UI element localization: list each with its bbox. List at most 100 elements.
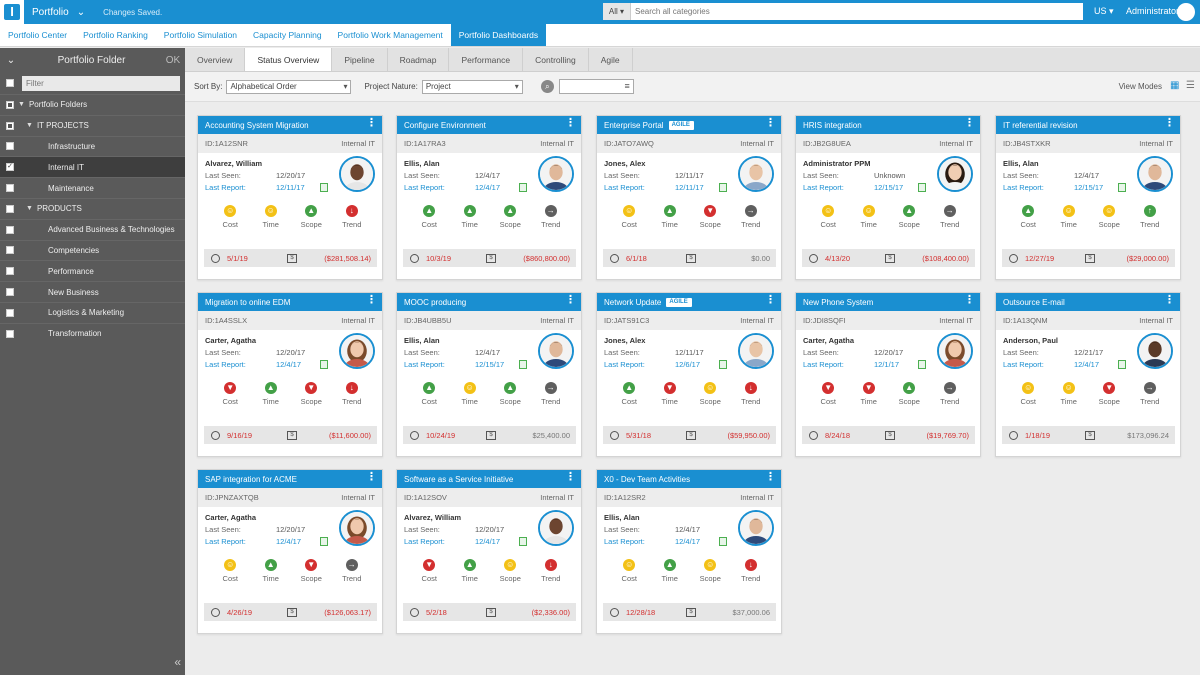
last-report-value[interactable]: 12/4/17 — [475, 183, 501, 192]
grid-view-icon[interactable]: ▦ — [1170, 80, 1180, 91]
report-doc-icon[interactable] — [918, 183, 926, 192]
app-logo[interactable]: I — [0, 0, 24, 24]
smile-icon[interactable]: ☺ — [704, 559, 717, 571]
select-all-checkbox[interactable] — [6, 79, 14, 87]
smile-icon[interactable]: ☺ — [1103, 205, 1116, 217]
card-title[interactable]: Configure Environment — [404, 120, 486, 130]
project-card[interactable]: IT referential revision ⋮ ID:JB4STXKR Inter… — [995, 115, 1181, 280]
view-tab[interactable]: Agile — [589, 48, 633, 71]
last-report-label[interactable]: Last Report: — [205, 360, 246, 369]
card-title[interactable]: X0 - Dev Team Activities — [604, 474, 691, 484]
report-doc-icon[interactable] — [320, 360, 328, 369]
thumb-up-icon[interactable]: ▲ — [463, 559, 476, 571]
project-card[interactable]: Migration to online EDM ⋮ ID:1A4SSLX Intern… — [197, 292, 383, 457]
smile-icon[interactable]: ☺ — [862, 205, 875, 217]
more-options-icon[interactable]: ⋮ — [565, 294, 576, 306]
thumb-up-icon[interactable]: ▲ — [504, 205, 517, 217]
search-scope-select[interactable]: All ▾ — [603, 3, 631, 20]
thumb-up-icon[interactable]: ▲ — [305, 205, 318, 217]
right-icon[interactable]: → — [943, 382, 956, 394]
chevron-down-icon[interactable]: ⌄ — [6, 54, 16, 66]
card-title[interactable]: IT referential revision — [1003, 120, 1078, 130]
right-icon[interactable]: → — [744, 205, 757, 217]
smile-icon[interactable]: ☺ — [264, 205, 277, 217]
thumb-down-icon[interactable]: ▼ — [305, 382, 318, 394]
thumb-down-icon[interactable]: ▼ — [224, 382, 237, 394]
thumb-up-icon[interactable]: ▲ — [1022, 205, 1035, 217]
more-options-icon[interactable]: ⋮ — [964, 117, 975, 129]
last-report-label[interactable]: Last Report: — [404, 183, 445, 192]
more-options-icon[interactable]: ⋮ — [366, 294, 377, 306]
thumb-down-icon[interactable]: ▼ — [305, 559, 318, 571]
tree-checkbox[interactable] — [6, 184, 14, 193]
more-options-icon[interactable]: ⋮ — [765, 471, 776, 483]
smile-icon[interactable]: ☺ — [224, 205, 237, 217]
tree-item[interactable]: ▼ Portfolio Folders — [0, 94, 185, 115]
view-tab[interactable]: Roadmap — [388, 48, 450, 71]
thumb-down-icon[interactable]: ▼ — [862, 382, 875, 394]
view-tab[interactable]: Performance — [449, 48, 524, 71]
project-card[interactable]: Outsource E-mail ⋮ ID:1A13QNM Internal IT An… — [995, 292, 1181, 457]
up-icon[interactable]: ↑ — [1143, 205, 1156, 217]
project-card[interactable]: MOOC producing ⋮ ID:JB4UBB5U Internal IT Ell… — [396, 292, 582, 457]
filter-input[interactable] — [22, 75, 180, 91]
last-report-label[interactable]: Last Report: — [803, 360, 844, 369]
tree-checkbox[interactable] — [6, 288, 14, 297]
tree-checkbox[interactable] — [6, 100, 14, 109]
more-options-icon[interactable]: ⋮ — [1164, 294, 1175, 306]
last-report-label[interactable]: Last Report: — [404, 360, 445, 369]
report-doc-icon[interactable] — [1118, 183, 1126, 192]
right-icon[interactable]: → — [544, 382, 557, 394]
project-card[interactable]: SAP integration for ACME ⋮ ID:JPNZAXTQB Int… — [197, 469, 383, 634]
thumb-up-icon[interactable]: ▲ — [264, 559, 277, 571]
thumb-up-icon[interactable]: ▲ — [663, 559, 676, 571]
last-report-label[interactable]: Last Report: — [404, 537, 445, 546]
right-icon[interactable]: → — [943, 205, 956, 217]
report-doc-icon[interactable] — [719, 537, 727, 546]
caret-down-icon[interactable]: ▼ — [18, 101, 25, 109]
report-doc-icon[interactable] — [719, 360, 727, 369]
report-doc-icon[interactable] — [918, 360, 926, 369]
module-tab[interactable]: Portfolio Work Management — [337, 30, 443, 40]
last-report-label[interactable]: Last Report: — [205, 537, 246, 546]
smile-icon[interactable]: ☺ — [504, 559, 517, 571]
last-report-value[interactable]: 12/15/17 — [1074, 183, 1104, 192]
report-doc-icon[interactable] — [320, 537, 328, 546]
last-report-label[interactable]: Last Report: — [803, 183, 844, 192]
thumb-down-icon[interactable]: ▼ — [423, 559, 436, 571]
more-options-icon[interactable]: ⋮ — [565, 471, 576, 483]
view-tab[interactable]: Status Overview — [245, 48, 333, 71]
more-options-icon[interactable]: ⋮ — [366, 117, 377, 129]
caret-down-icon[interactable]: ▼ — [26, 122, 33, 130]
smile-icon[interactable]: ☺ — [463, 382, 476, 394]
smile-icon[interactable]: ☺ — [704, 382, 717, 394]
last-report-value[interactable]: 12/6/17 — [675, 360, 701, 369]
thumb-up-icon[interactable]: ▲ — [423, 205, 436, 217]
thumb-up-icon[interactable]: ▲ — [504, 382, 517, 394]
last-report-value[interactable]: 12/11/17 — [276, 183, 305, 192]
card-title[interactable]: Software as a Service Initiative — [404, 474, 514, 484]
project-card[interactable]: Software as a Service Initiative ⋮ ID:1A12… — [396, 469, 582, 634]
more-options-icon[interactable]: ⋮ — [366, 471, 377, 483]
tree-checkbox[interactable] — [6, 142, 14, 151]
tree-item[interactable]: ✓ Internal IT — [0, 156, 185, 178]
tree-item[interactable]: New Business — [0, 281, 185, 302]
thumb-down-icon[interactable]: ▼ — [1103, 382, 1116, 394]
smile-icon[interactable]: ☺ — [623, 205, 636, 217]
down-icon[interactable]: ↓ — [345, 205, 358, 217]
tree-item[interactable]: Performance — [0, 260, 185, 281]
smile-icon[interactable]: ☺ — [822, 205, 835, 217]
last-report-label[interactable]: Last Report: — [604, 183, 645, 192]
right-icon[interactable]: → — [345, 559, 358, 571]
module-tab[interactable]: Portfolio Ranking — [83, 30, 148, 40]
view-tab[interactable]: Pipeline — [332, 48, 388, 71]
tree-checkbox[interactable] — [6, 121, 14, 130]
last-report-label[interactable]: Last Report: — [205, 183, 246, 192]
project-card[interactable]: New Phone System ⋮ ID:JDI8SQFI Internal IT C… — [795, 292, 981, 457]
thumb-up-icon[interactable]: ▲ — [623, 382, 636, 394]
more-options-icon[interactable]: ⋮ — [765, 294, 776, 306]
module-tab[interactable]: Portfolio Center — [8, 30, 68, 40]
search-icon[interactable]: ⌕ — [540, 80, 554, 93]
user-avatar[interactable] — [1177, 3, 1195, 21]
last-report-value[interactable]: 12/4/17 — [276, 360, 302, 369]
